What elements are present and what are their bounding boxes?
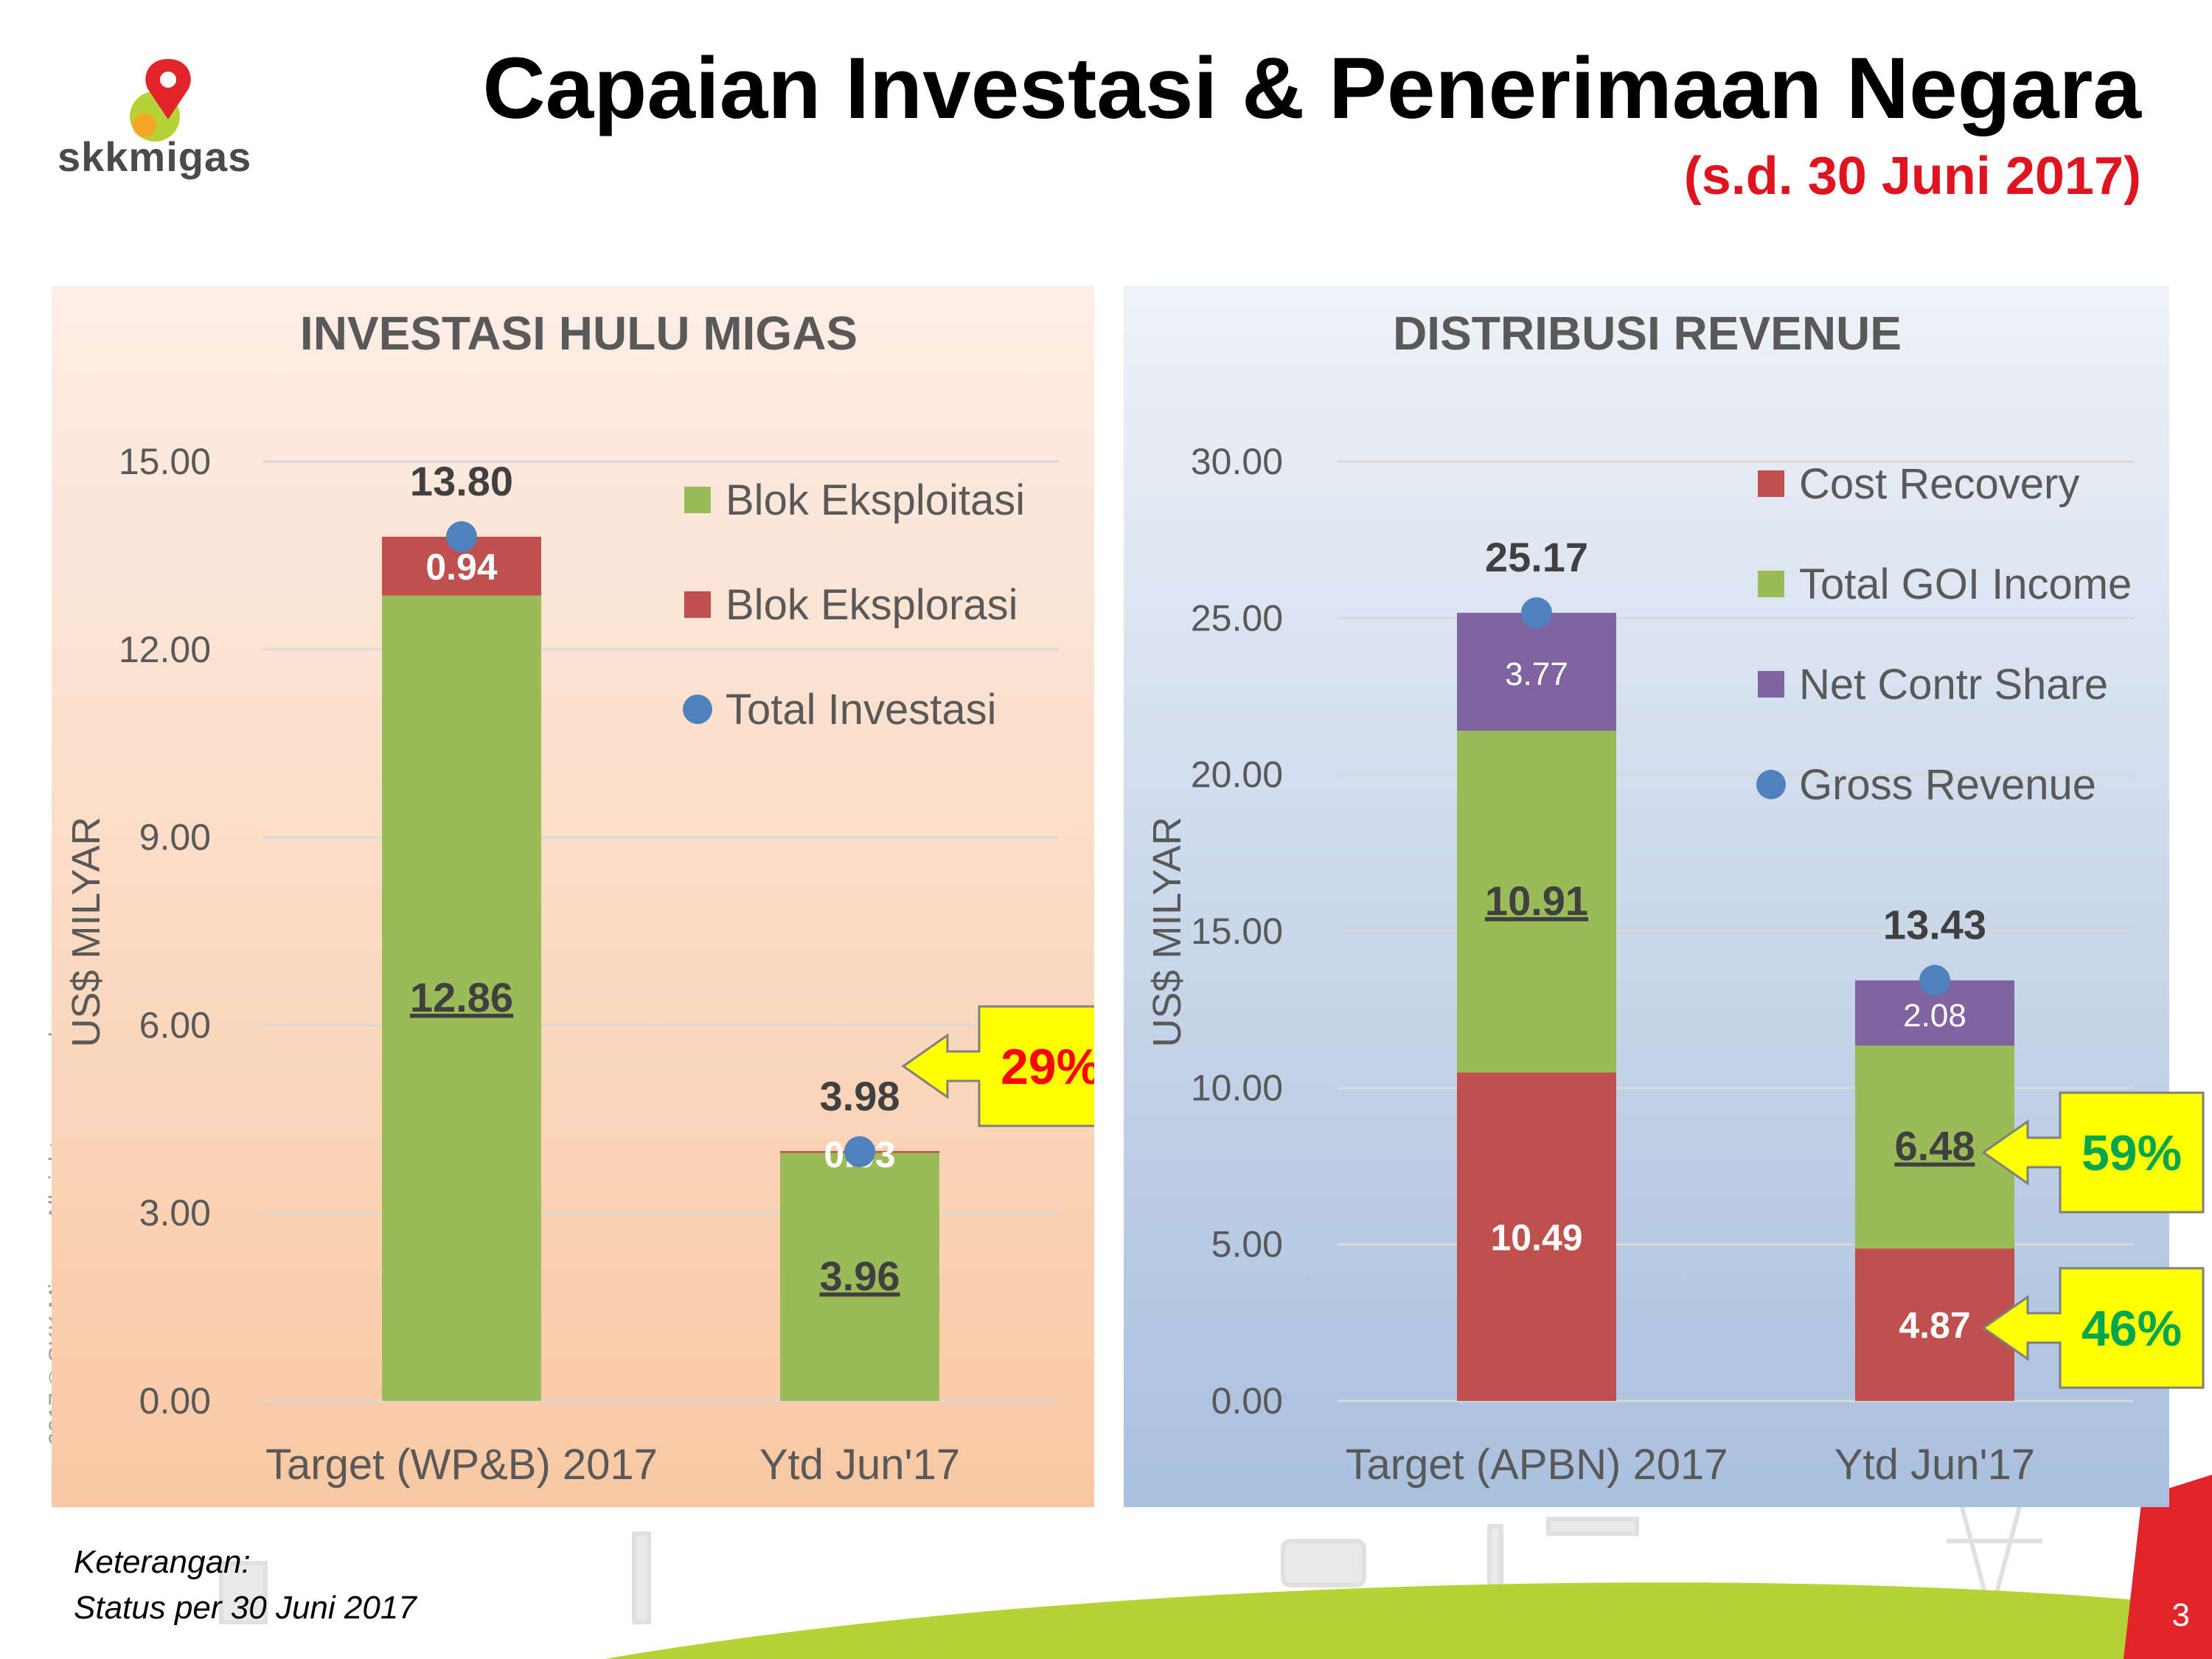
revenue-callout-59-shape bbox=[1981, 1091, 2205, 1214]
revenue-total-label: 25.17 bbox=[1485, 534, 1588, 580]
revenue-y-tick-label: 20.00 bbox=[1191, 754, 1283, 796]
investasi-bar-blok-eksploitasi bbox=[780, 1152, 939, 1401]
note-text: Status per 30 Juni 2017 bbox=[74, 1590, 417, 1626]
revenue-data-label-net-contr-share: 3.77 bbox=[1505, 656, 1568, 692]
investasi-y-tick-label: 3.00 bbox=[139, 1192, 211, 1234]
green-ground-band bbox=[605, 1582, 2138, 1659]
investasi-bar-blok-eksploitasi bbox=[382, 595, 541, 1401]
revenue-data-label-net-contr-share: 2.08 bbox=[1903, 998, 1966, 1034]
red-corner-shape bbox=[2124, 1475, 2212, 1659]
revenue-legend-label-total-goi-income: Total GOI Income bbox=[1799, 560, 2132, 608]
investasi-y-axis-title: US$ MILYAR bbox=[64, 816, 108, 1047]
investasi-y-tick-label: 12.00 bbox=[119, 629, 211, 670]
revenue-bar-total-goi-income bbox=[1457, 731, 1616, 1073]
revenue-panel-title: DISTRIBUSI REVENUE bbox=[1393, 307, 1902, 360]
revenue-data-label-total-goi-income: 10.91 bbox=[1485, 877, 1588, 924]
revenue-data-label-cost-recovery: 4.87 bbox=[1899, 1305, 1970, 1346]
revenue-category-label: Target (APBN) 2017 bbox=[1345, 1441, 1728, 1489]
revenue-legend-swatch-total-goi-income bbox=[1758, 571, 1784, 597]
revenue-callout-46: 46% bbox=[1981, 1267, 2205, 1389]
revenue-y-tick-label: 5.00 bbox=[1211, 1224, 1283, 1265]
revenue-legend-label-cost-recovery: Cost Recovery bbox=[1799, 460, 2079, 508]
revenue-legend-label-gross-revenue: Gross Revenue bbox=[1799, 761, 2096, 809]
revenue-legend-label-net-contr-share: Net Contr Share bbox=[1799, 661, 2108, 709]
revenue-y-axis-title: US$ MILYAR bbox=[1145, 816, 1189, 1047]
page-title: Capaian Investasi & Penerimaan Negara bbox=[482, 40, 2141, 137]
revenue-y-tick-label: 15.00 bbox=[1191, 911, 1283, 952]
investasi-legend-label-total-investasi: Total Investasi bbox=[726, 686, 997, 734]
revenue-total-label: 13.43 bbox=[1883, 902, 1986, 948]
investasi-chart: INVESTASI HULU MIGAS 0.00 3.00 6.00 9.00 12.… bbox=[52, 286, 1094, 1507]
investasi-category-label: Target (WP&B) 2017 bbox=[265, 1441, 658, 1489]
logo-text: skkmigas bbox=[58, 133, 252, 180]
investasi-total-marker bbox=[446, 521, 477, 552]
investasi-total-label: 13.80 bbox=[410, 458, 513, 504]
skkmigas-logo bbox=[130, 59, 191, 142]
investasi-y-tick-label: 0.00 bbox=[139, 1380, 211, 1422]
investasi-callout-29-text: 29% bbox=[1001, 1039, 1094, 1095]
investasi-category-label: Ytd Jun'17 bbox=[759, 1441, 960, 1489]
oil-rig-silhouettes bbox=[219, 1503, 2042, 1624]
revenue-y-tick-label: 25.00 bbox=[1191, 597, 1283, 639]
investasi-data-label-blok-eksplorasi: 0.94 bbox=[425, 546, 498, 588]
revenue-legend-swatch-net-contr-share bbox=[1758, 671, 1784, 698]
revenue-y-tick-label: 10.00 bbox=[1191, 1067, 1283, 1108]
logo-red-pin bbox=[145, 59, 191, 119]
investasi-legend-swatch-blok-eksplorasi bbox=[684, 591, 711, 618]
revenue-callout-46-shape bbox=[1981, 1267, 2205, 1389]
revenue-legend-swatch-cost-recovery bbox=[1758, 470, 1784, 497]
investasi-total-label: 3.98 bbox=[820, 1073, 900, 1119]
investasi-data-label-blok-eksploitasi: 3.96 bbox=[820, 1253, 900, 1299]
revenue-bar-total-goi-income bbox=[1855, 1046, 2014, 1249]
investasi-data-label-blok-eksploitasi: 12.86 bbox=[410, 974, 513, 1020]
investasi-y-tick-label: 15.00 bbox=[119, 441, 211, 482]
investasi-y-tick-label: 9.00 bbox=[139, 817, 211, 858]
investasi-total-marker bbox=[844, 1135, 875, 1167]
logo-orange-drop bbox=[133, 114, 156, 137]
revenue-category-label: Ytd Jun'17 bbox=[1834, 1441, 2035, 1489]
investasi-legend-swatch-total-investasi bbox=[683, 695, 712, 724]
page-number: 3 bbox=[2171, 1597, 2190, 1633]
page-subtitle: (s.d. 30 Juni 2017) bbox=[1683, 147, 2141, 206]
revenue-data-label-cost-recovery: 10.49 bbox=[1490, 1217, 1582, 1258]
revenue-chart: DISTRIBUSI REVENUE 0.00 5.00 10.00 15.00 20.… bbox=[1124, 286, 2205, 1507]
investasi-callout-29-shape bbox=[901, 1005, 1094, 1127]
investasi-callout-29: 29% bbox=[901, 1005, 1094, 1127]
investasi-y-tick-label: 6.00 bbox=[139, 1004, 211, 1046]
revenue-bar-cost-recovery bbox=[1457, 1072, 1616, 1401]
revenue-legend-swatch-gross-revenue bbox=[1756, 770, 1786, 799]
revenue-bar-net-contr-share bbox=[1457, 613, 1616, 731]
revenue-data-label-total-goi-income: 6.48 bbox=[1895, 1123, 1975, 1169]
revenue-callout-46-text: 46% bbox=[2081, 1301, 2182, 1357]
revenue-total-marker bbox=[1919, 964, 1950, 996]
revenue-callout-59-text: 59% bbox=[2081, 1125, 2182, 1181]
revenue-y-tick-label: 0.00 bbox=[1211, 1380, 1283, 1422]
investasi-legend-label-blok-eksploitasi: Blok Eksploitasi bbox=[726, 476, 1025, 524]
investasi-legend-swatch-blok-eksploitasi bbox=[684, 487, 711, 513]
revenue-callout-59: 59% bbox=[1981, 1091, 2205, 1214]
investasi-panel-title: INVESTASI HULU MIGAS bbox=[300, 307, 858, 360]
revenue-total-marker bbox=[1521, 597, 1552, 629]
logo-pin-hole bbox=[160, 72, 176, 88]
revenue-y-tick-label: 30.00 bbox=[1191, 441, 1283, 482]
note-label: Keterangan: bbox=[74, 1544, 251, 1580]
investasi-legend-label-blok-eksplorasi: Blok Eksplorasi bbox=[726, 581, 1018, 629]
